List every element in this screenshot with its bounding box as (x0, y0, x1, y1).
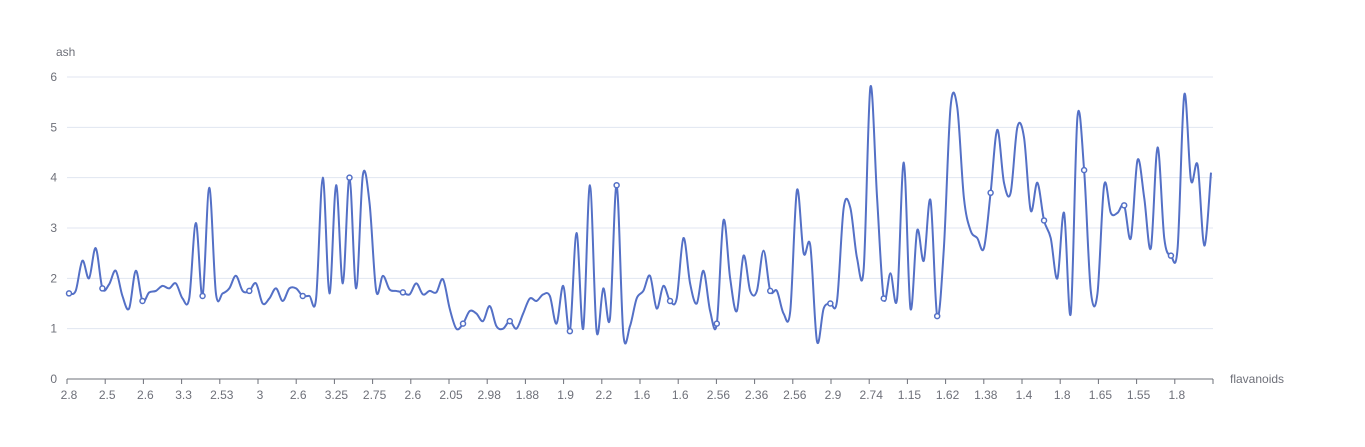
data-point-marker (199, 292, 206, 300)
data-point-marker (713, 320, 721, 327)
x-tick-label: 1.9 (557, 388, 574, 402)
x-tick-label: 2.98 (478, 388, 502, 402)
x-tick-label: 2.8 (61, 388, 78, 402)
data-point-marker (346, 174, 353, 181)
data-point-marker (613, 181, 620, 189)
data-point-marker (933, 312, 941, 320)
data-point-marker (1167, 252, 1175, 259)
x-tick-label: 1.65 (1089, 388, 1113, 402)
y-tick-label: 5 (50, 120, 57, 134)
data-point-marker (1080, 166, 1088, 174)
x-tick-label: 2.9 (825, 388, 842, 402)
data-point-marker (666, 297, 674, 305)
x-tick-label: 1.6 (672, 388, 689, 402)
x-tick-label: 2.05 (439, 388, 463, 402)
x-tick-label: 2.56 (783, 388, 807, 402)
x-tick-label: 3.25 (325, 388, 349, 402)
x-tick-label: 3 (257, 388, 264, 402)
data-point-marker (399, 289, 407, 296)
x-tick-label: 2.74 (860, 388, 884, 402)
series-ash (65, 85, 1212, 345)
y-axis: 0 1 2 3 4 5 6 (50, 70, 57, 386)
data-point-marker (1040, 217, 1048, 224)
y-axis-label: ash (56, 45, 75, 59)
x-tick-label: 2.5 (99, 388, 116, 402)
data-point-marker (65, 290, 73, 297)
x-tick-label: 1.88 (516, 388, 540, 402)
y-tick-label: 0 (50, 372, 57, 386)
data-point-marker (880, 295, 888, 302)
series-line (68, 85, 1212, 345)
y-tick-label: 4 (50, 171, 57, 185)
x-tick-label: 1.8 (1168, 388, 1185, 402)
data-point-marker (987, 189, 994, 197)
x-tick-label: 2.6 (290, 388, 307, 402)
x-tick-label: 2.6 (404, 388, 421, 402)
y-tick-label: 1 (50, 322, 57, 336)
data-point-marker (766, 287, 774, 295)
y-tick-label: 2 (50, 271, 57, 285)
gridlines (67, 76, 1213, 330)
data-point-marker (1120, 202, 1128, 209)
x-tick-label: 1.6 (634, 388, 651, 402)
x-tick-label: 1.15 (898, 388, 922, 402)
x-tick-label: 1.4 (1016, 388, 1033, 402)
x-tick-label: 1.55 (1127, 388, 1151, 402)
data-point-marker (506, 317, 514, 325)
x-tick-label: 2.36 (745, 388, 769, 402)
x-axis: 2.8 2.5 2.6 3.3 2.53 3 2.6 3.25 2.75 2.6 2.05 2.98 1… (61, 378, 1214, 402)
x-tick-label: 2.56 (707, 388, 731, 402)
y-tick-label: 6 (50, 70, 57, 84)
x-tick-label: 1.62 (936, 388, 960, 402)
data-point-marker (99, 285, 106, 292)
x-tick-label: 2.53 (210, 388, 234, 402)
x-axis-label: flavanoids (1230, 372, 1284, 386)
data-point-marker (299, 292, 306, 300)
x-tick-label: 2.6 (137, 388, 154, 402)
y-tick-label: 3 (50, 221, 57, 235)
x-tick-label: 3.3 (175, 388, 192, 402)
x-tick-label: 2.75 (363, 388, 387, 402)
x-tick-label: 2.2 (595, 388, 612, 402)
data-point-marker (566, 327, 574, 335)
x-tick-label: 1.38 (974, 388, 998, 402)
data-point-marker (827, 300, 834, 307)
data-point-marker (139, 297, 146, 305)
data-point-marker (246, 287, 253, 295)
data-point-marker (459, 320, 467, 327)
x-tick-label: 1.8 (1054, 388, 1071, 402)
